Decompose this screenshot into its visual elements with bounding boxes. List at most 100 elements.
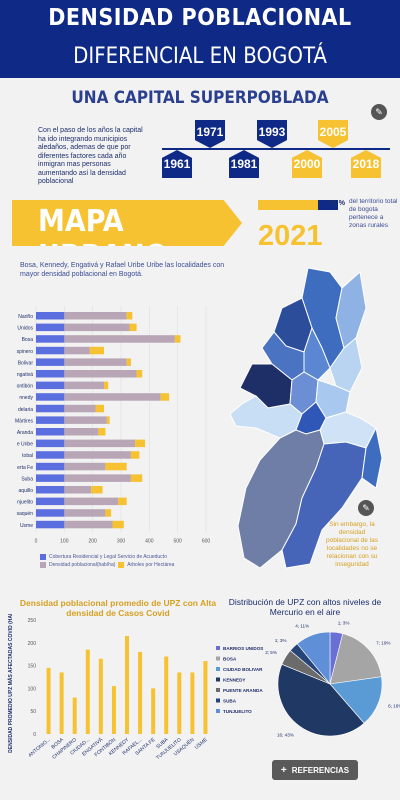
x-tick-label: 400 (145, 538, 154, 544)
page-subtitle: DIFERENCIAL EN BOGOTÁ (73, 44, 327, 69)
mercury-pie-chart: BARRIOS UNIDOS BOSA CIUDAD BOLIVAR KENNEDY P… (216, 620, 400, 737)
pie-legend-swatch (216, 656, 220, 661)
bar-segment (36, 497, 65, 506)
bar-segment (130, 474, 143, 482)
pie-legend-label: TUNJUELITO (223, 709, 252, 714)
bar-segment (64, 346, 90, 355)
x-tick-label: 200 (88, 538, 97, 544)
bar-segment (89, 346, 104, 355)
timeline-year-1981: 1981 (229, 150, 259, 178)
y-tick-label: 150 (28, 664, 37, 670)
bar-segment (118, 497, 127, 506)
category-label: ngativá (17, 372, 33, 378)
bar-segment (174, 335, 181, 343)
covid-bar (72, 697, 77, 734)
y-axis-label: DENSIDAD PROMEDIO UPZ MÁS AFECTADAS COVI… (7, 614, 14, 753)
bar-segment (106, 416, 110, 424)
covid-bar (85, 649, 90, 734)
pie-legend-swatch (216, 667, 220, 671)
pie-legend-swatch (216, 677, 220, 682)
bar-segment (130, 451, 140, 459)
bar-segment (36, 474, 65, 482)
timeline-year-2005: 2005 (318, 120, 348, 148)
category-label: njuelito (17, 500, 33, 506)
timeline-year-1993: 1993 (257, 120, 287, 148)
mapa-urbano-title: MAPA URBANO (38, 204, 168, 274)
pie-slice (277, 663, 365, 737)
covid-bar (46, 667, 51, 734)
bar-segment (36, 486, 65, 494)
bar-segment (36, 520, 65, 529)
bar-segment (98, 428, 106, 436)
timeline-year-2000: 2000 (292, 150, 322, 178)
bar-segment (64, 312, 127, 320)
bar-segment (105, 509, 112, 517)
bar-segment (135, 439, 146, 448)
bar-segment (64, 509, 106, 517)
mapa-urbano-banner: MAPA URBANO (12, 200, 242, 246)
rural-text: del territorio total de bogota pertenece… (349, 198, 398, 229)
y-tick-label: 200 (28, 641, 37, 647)
pie-legend-label: SUBA (223, 699, 237, 704)
rural-progress-track (258, 200, 338, 210)
category-label: saquén (17, 511, 34, 517)
category-label: nnedy (19, 395, 33, 401)
covid-bar (98, 658, 103, 734)
y-tick-label: 50 (30, 709, 36, 715)
plus-icon: + (280, 764, 287, 776)
bar-segment (129, 323, 137, 332)
bar-segment (36, 346, 65, 355)
bar-segment (64, 323, 130, 332)
category-label: e Uribe (17, 442, 33, 448)
header: DENSIDAD POBLACIONAL DIFERENCIAL EN BOGO… (0, 0, 400, 78)
covid-bar (177, 672, 182, 734)
pie-legend-label: CIUDAD BOLIVAR (223, 667, 263, 672)
category-label: Suba (21, 476, 33, 482)
pie-data-label: 4; 11% (295, 624, 309, 629)
pie-legend-label: BOSA (223, 657, 237, 662)
bar-segment (64, 428, 99, 436)
bar-segment (64, 404, 96, 413)
timeline-year-1971: 1971 (195, 120, 225, 148)
bar-segment (36, 451, 65, 459)
edit-icon[interactable]: ✎ (358, 500, 374, 516)
x-tick-label: 0 (35, 538, 38, 544)
bar-segment (64, 335, 175, 343)
pie-slice (329, 633, 382, 685)
bar-segment (64, 520, 113, 529)
x-tick-label: 500 (173, 538, 182, 544)
referencias-button[interactable]: + REFERENCIAS (272, 760, 358, 780)
pie-data-label: 16; 43% (277, 732, 294, 737)
x-tick-label: 300 (117, 538, 126, 544)
rural-progress-fill (258, 200, 318, 210)
bar-segment (36, 416, 65, 424)
bar-segment (36, 358, 65, 366)
covid-chart-title: Densidad poblacional promedio de UPZ con… (19, 598, 217, 618)
density-bar-chart: 0 100 200 300 400 500 600 Nariño Unidos Bosa spine… (15, 306, 211, 544)
bar-segment (64, 462, 106, 471)
pie-legend-label: PUENTE ARANDA (223, 688, 263, 693)
bar-segment (64, 370, 137, 378)
covid-bar (190, 672, 195, 734)
bar-segment (95, 404, 104, 413)
pie-legend-swatch (216, 709, 220, 713)
covid-bar (203, 661, 208, 734)
category-label: Mártires (15, 418, 34, 424)
bar-segment (64, 358, 127, 366)
bar-chart-legend: Cobertura Residencial y Legal Servicio d… (40, 553, 225, 569)
bar-segment (36, 323, 65, 332)
timeline-year-2018: 2018 (351, 150, 381, 178)
bar-segment (91, 486, 103, 494)
info-icon[interactable]: ✎ (371, 104, 387, 120)
category-label: ontibón (17, 384, 34, 390)
bar-segment (36, 509, 65, 517)
bar-segment (105, 462, 127, 471)
category-label: erta Fe (17, 465, 33, 471)
x-tick-label: 600 (202, 538, 211, 544)
covid-bar (59, 672, 64, 734)
bar-segment (64, 486, 92, 494)
category-label: Nariño (18, 314, 33, 320)
covid-bar (111, 686, 116, 734)
category-label: Aranda (17, 430, 33, 436)
bar-segment (36, 404, 65, 413)
